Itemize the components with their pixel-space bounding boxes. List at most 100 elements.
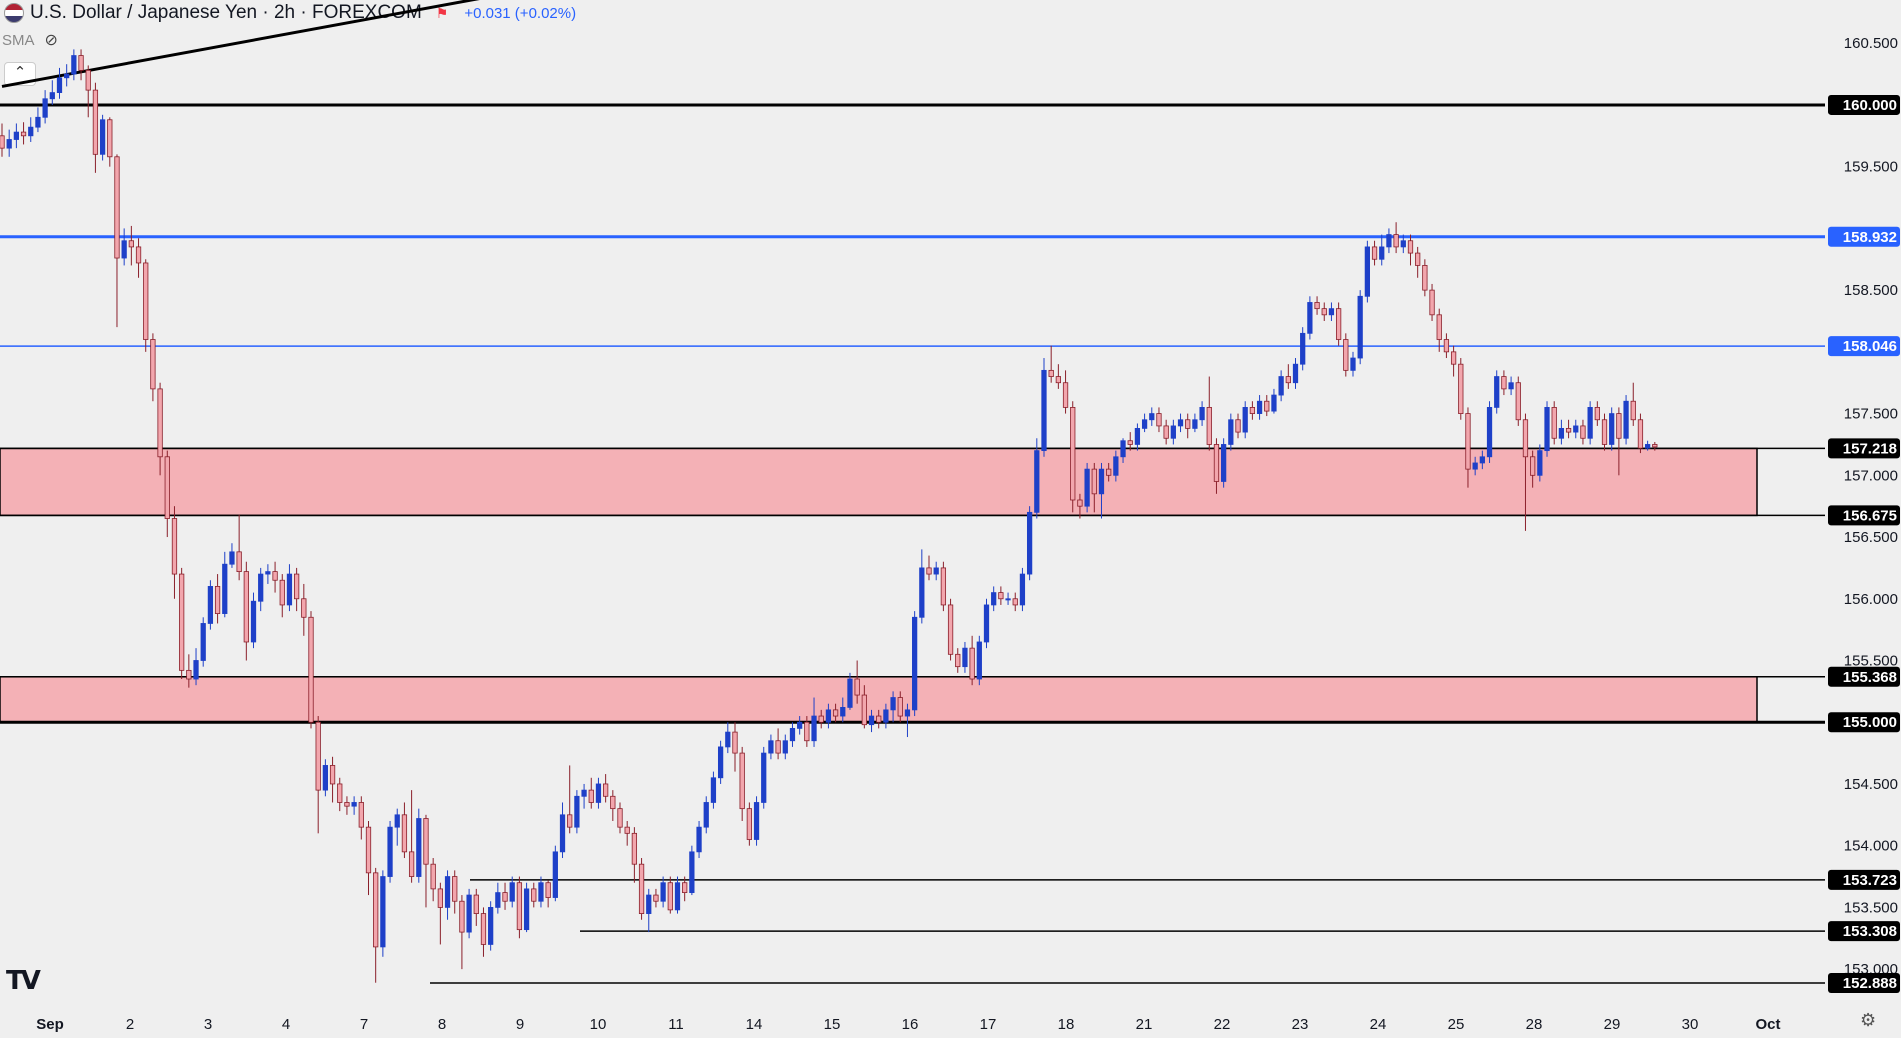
candle [1616,413,1622,439]
candle [236,551,242,573]
candle [143,262,149,340]
chevron-up-icon: ⌃ [13,64,27,81]
candle [531,888,537,902]
candle [488,907,494,945]
candle [969,647,975,680]
level-price-tag [1828,94,1900,115]
candle [1149,413,1155,421]
candle [1156,413,1162,427]
candle [99,119,106,155]
candle [523,888,530,931]
candle [1508,382,1514,390]
candle [768,740,774,754]
candle [1350,357,1356,371]
price-tick-label: 155.500 [1844,652,1898,669]
chart-header: U.S. Dollar / Japanese Yen · 2h · FOREXC… [0,0,576,26]
candle [782,740,788,754]
time-tick-label: Sep [36,1016,64,1033]
candle [13,131,19,140]
candle [1400,240,1406,248]
market-closed-icon[interactable]: ⚑ [435,4,449,21]
candle [1177,419,1184,427]
candle [351,802,357,807]
candle [1256,400,1263,414]
candle [753,802,760,840]
time-tick-label: 22 [1214,1016,1231,1033]
candle [380,876,386,948]
candle [186,669,192,680]
candle [509,882,515,902]
candle [890,697,896,711]
candle [847,678,853,708]
candle [315,721,321,791]
candle [329,765,336,785]
candle [1558,427,1565,439]
candle [258,573,264,602]
candle [1221,444,1227,482]
candle [1242,407,1248,433]
candle [595,783,602,803]
candle [1645,444,1651,449]
candle [1652,444,1658,448]
candle [171,518,178,575]
level-price-tag [1828,336,1900,357]
candle [1623,400,1629,439]
candle [495,892,501,908]
level-price-tag [1828,921,1900,942]
time-tick-label: 25 [1448,1016,1465,1033]
candle [1486,407,1493,458]
candle [603,783,609,797]
candle [416,818,422,877]
level-price-label: 158.046 [1843,338,1897,355]
candle [1436,314,1442,340]
candle [1163,425,1169,439]
candle [1098,468,1105,495]
level-price-tag [1828,505,1900,526]
candle [574,795,580,828]
candle [1321,308,1327,316]
candle [279,579,285,606]
candle [401,814,408,853]
candle [610,795,616,810]
candle [1637,419,1644,449]
candle [78,55,84,71]
candle [35,116,41,128]
candle [394,814,400,828]
candle [552,851,558,898]
candle [947,604,954,655]
candle [437,888,443,908]
settings-icon[interactable]: ⚙ [1860,1010,1877,1030]
candle [387,826,393,877]
candle [638,863,645,914]
price-tick-label: 153.500 [1844,899,1898,916]
level-price-tag [1828,869,1900,890]
candle [1170,425,1176,439]
candle [617,808,623,828]
candle [42,98,48,118]
candle [1573,425,1579,433]
price-tick-label: 154.000 [1844,838,1898,855]
candle [883,709,889,723]
candle [926,567,932,575]
candle [1580,425,1586,439]
candle [696,826,702,853]
candle [322,765,329,791]
candle [732,731,738,754]
indicator-legend[interactable]: SMA ⊘ [2,30,58,50]
eye-off-icon[interactable]: ⊘ [44,32,58,49]
time-tick-label: 21 [1136,1016,1153,1033]
candle [581,789,587,797]
candle [1091,468,1097,495]
symbol-title[interactable]: U.S. Dollar / Japanese Yen · 2h · FOREXC… [30,2,422,23]
candle [1026,511,1033,575]
candle [919,567,925,618]
candle [157,388,163,458]
candle [214,586,221,614]
candle [861,694,867,726]
candle [876,715,882,723]
candle [1429,289,1435,316]
candle [818,715,824,723]
tradingview-logo-icon[interactable]: TV [6,966,41,996]
candle [114,156,120,259]
